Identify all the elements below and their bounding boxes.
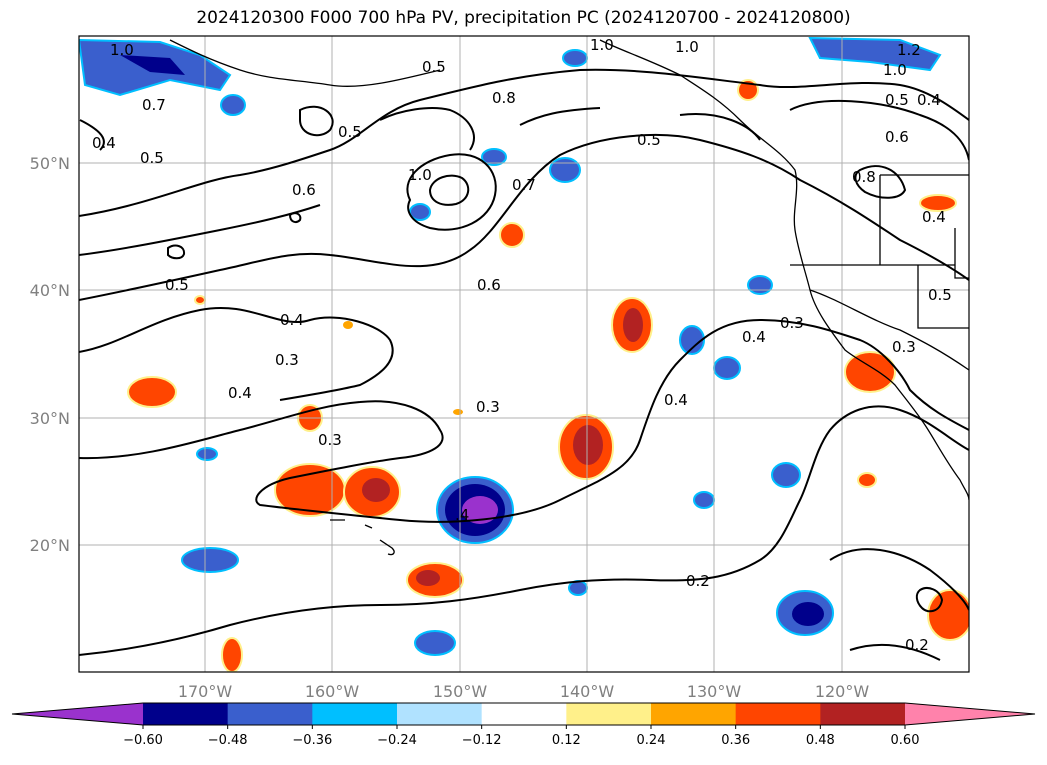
colorbar-tick-label: −0.12: [462, 733, 502, 748]
colorbar-segment: [566, 703, 652, 725]
contour-label: 0.5: [338, 123, 362, 141]
colorbar-segment: [312, 703, 398, 725]
contour-label: 0.3: [275, 351, 299, 369]
contour-label: 0.5: [928, 286, 952, 304]
colorbar-tick-label: −0.60: [123, 733, 163, 748]
contour-label: 0.4: [664, 391, 688, 409]
contour-label: 0.8: [492, 89, 516, 107]
contour-label: 0.5: [140, 149, 164, 167]
contour-label: 0.4: [742, 328, 766, 346]
map-area: [79, 36, 969, 672]
contour-labels: 1.0 0.5 0.7 0.4 0.5 0.6 1.0 0.8 0.5 0.7 …: [92, 36, 952, 654]
contour-label: .4: [455, 506, 469, 524]
lat-label: 50°N: [30, 154, 70, 173]
colorbar-segment: [143, 703, 229, 725]
map-title: 2024120300 F000 700 hPa PV, precipitatio…: [196, 8, 851, 28]
colorbar: −0.60 −0.48 −0.36 −0.24 −0.12 0.12 0.24 0.36 0.4…: [11, 702, 1036, 748]
colorbar-segment: [481, 703, 567, 725]
colorbar-tick-label: −0.48: [208, 733, 248, 748]
precip-negative-areas: [79, 36, 942, 656]
precip-positive-areas: [127, 79, 969, 672]
colorbar-segment: [397, 703, 483, 725]
lon-label: 160°W: [305, 682, 360, 701]
colorbar-segment: [735, 703, 821, 725]
colorbar-extend-low: [12, 703, 143, 725]
lon-label: 140°W: [560, 682, 615, 701]
contour-label: 0.3: [892, 338, 916, 356]
contour-label: 0.5: [422, 58, 446, 76]
colorbar-segment: [820, 703, 906, 725]
latitude-labels: 50°N 40°N 30°N 20°N: [30, 154, 70, 555]
lon-label: 150°W: [433, 682, 488, 701]
colorbar-tick-label: −0.24: [377, 733, 417, 748]
contour-label: 0.4: [92, 134, 116, 152]
contour-label: 1.0: [110, 41, 134, 59]
colorbar-segment: [651, 703, 737, 725]
map-frame: [78, 35, 970, 673]
lon-label: 120°W: [815, 682, 870, 701]
colorbar-tick-label: 0.48: [806, 733, 835, 748]
contour-label: 0.2: [905, 636, 929, 654]
contour-label: 0.4: [228, 384, 252, 402]
contour-label: 1.0: [590, 36, 614, 54]
contour-label: 1.0: [675, 38, 699, 56]
contour-label: 0.3: [318, 431, 342, 449]
colorbar-segment: [227, 703, 313, 725]
longitude-labels: 170°W 160°W 150°W 140°W 130°W 120°W: [178, 682, 870, 701]
coastlines: [169, 39, 969, 556]
contour-label: 1.2: [897, 41, 921, 59]
contour-label: 1.0: [883, 61, 907, 79]
contour-label: 0.6: [477, 276, 501, 294]
contour-label: 0.4: [280, 311, 304, 329]
contour-label: 0.4: [917, 91, 941, 109]
lon-label: 130°W: [687, 682, 742, 701]
contour-label: 1.0: [408, 166, 432, 184]
contour-label: 0.3: [476, 398, 500, 416]
colorbar-tick-label: 0.60: [891, 733, 920, 748]
lon-label: 170°W: [178, 682, 233, 701]
colorbar-tick-label: 0.24: [637, 733, 666, 748]
contour-label: 0.5: [637, 131, 661, 149]
contour-label: 0.3: [780, 314, 804, 332]
contour-label: 0.7: [142, 96, 166, 114]
contour-label: 0.2: [686, 572, 710, 590]
contour-label: 0.5: [885, 91, 909, 109]
colorbar-tick-label: 0.12: [552, 733, 581, 748]
contour-label: 0.7: [512, 176, 536, 194]
pv-contours: [79, 68, 969, 661]
colorbar-tick-label: 0.36: [721, 733, 750, 748]
colorbar-tick-label: −0.36: [292, 733, 332, 748]
lat-label: 30°N: [30, 409, 70, 428]
contour-label: 0.6: [885, 128, 909, 146]
contour-label: 0.8: [852, 168, 876, 186]
contour-label: 0.5: [165, 276, 189, 294]
graticule: [79, 36, 969, 672]
lat-label: 40°N: [30, 281, 70, 300]
colorbar-extend-high: [905, 703, 1035, 725]
lat-label: 20°N: [30, 536, 70, 555]
contour-label: 0.4: [922, 208, 946, 226]
contour-label: 0.6: [292, 181, 316, 199]
